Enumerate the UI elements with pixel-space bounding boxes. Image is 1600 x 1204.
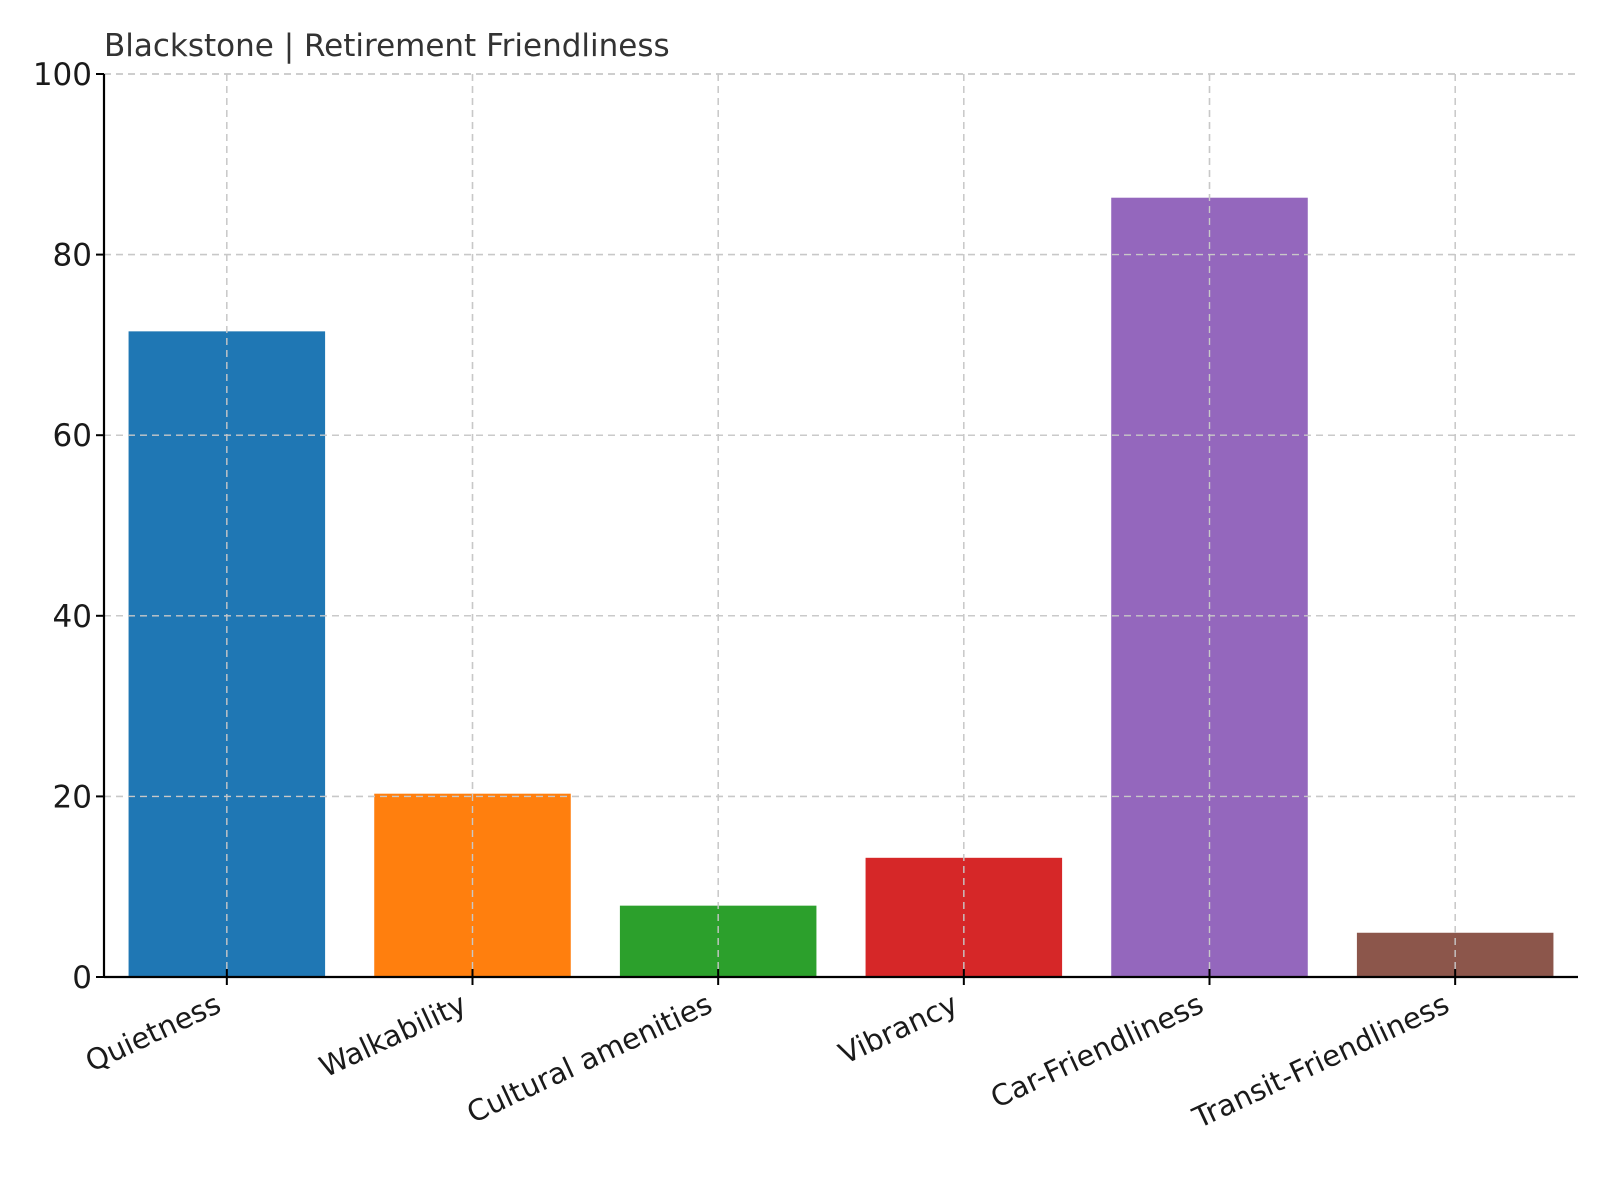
x-tick-label-2: Cultural amenities bbox=[462, 987, 718, 1130]
bars-layer bbox=[104, 73, 1578, 978]
chart-title: Blackstone | Retirement Friendliness bbox=[104, 28, 670, 64]
y-tick-label-80: 80 bbox=[53, 238, 92, 274]
x-tick-label-0: Quietness bbox=[80, 987, 226, 1079]
y-tick-label-40: 40 bbox=[53, 599, 92, 635]
y-tick-label-0: 0 bbox=[72, 960, 92, 996]
x-tick-label-3: Vibrancy bbox=[833, 987, 962, 1071]
y-tick-label-20: 20 bbox=[53, 779, 92, 815]
y-tick-label-60: 60 bbox=[53, 418, 92, 454]
x-tick-label-4: Car-Friendliness bbox=[985, 987, 1208, 1115]
axes-layer bbox=[96, 73, 1578, 985]
y-tick-label-100: 100 bbox=[33, 57, 92, 93]
x-tick-label-1: Walkability bbox=[314, 987, 471, 1085]
x-tick-label-5: Transit-Friendliness bbox=[1187, 987, 1454, 1136]
